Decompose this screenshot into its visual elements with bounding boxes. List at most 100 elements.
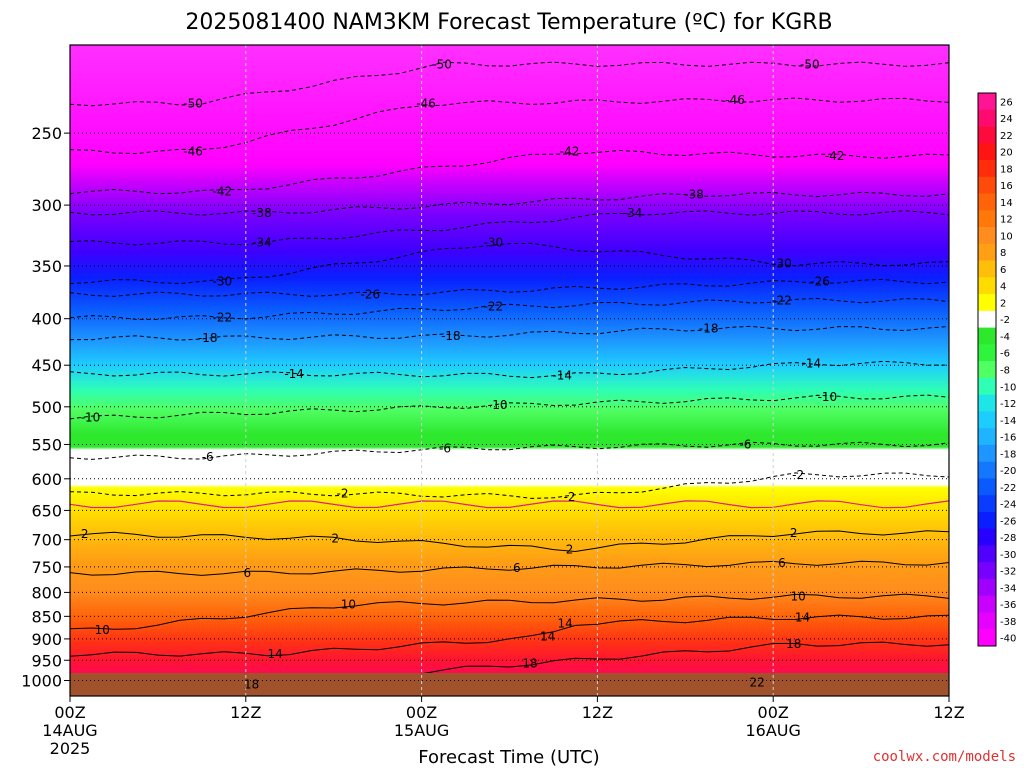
contour-label: 6: [243, 566, 251, 580]
contour-label: -34: [252, 236, 272, 250]
colorbar-swatch: [978, 495, 996, 513]
colorbar-label: 4: [1000, 282, 1006, 293]
contour-label: -38: [252, 206, 272, 220]
contour-label: -18: [441, 329, 461, 343]
colorbar-swatch: [978, 327, 996, 345]
colorbar-swatch: [978, 478, 996, 496]
freezing-level-line: [69, 500, 950, 509]
time-tick-label: 12Z: [582, 703, 613, 722]
colorbar-label: -18: [1000, 449, 1016, 460]
pressure-tick-label: 1000: [21, 672, 62, 691]
colorbar-swatch: [978, 361, 996, 379]
contour-label: -42: [825, 149, 845, 163]
contour-label: -10: [488, 398, 508, 412]
plot-area: -50 -50 -50 -46 -46 -46 -42 -42 -42 -38 -38 -34 -34 -…: [69, 44, 950, 697]
contour-label: -14: [284, 367, 304, 381]
colorbar-label: 14: [1000, 198, 1013, 209]
colorbar-swatch: [978, 126, 996, 144]
colorbar-label: -22: [1000, 483, 1016, 494]
contour-label: 10: [790, 589, 805, 603]
pressure-tick-label: 950: [31, 651, 62, 670]
colorbar-label: -14: [1000, 416, 1016, 427]
colorbar-label: 20: [1000, 148, 1013, 159]
colorbar-swatch: [978, 528, 996, 546]
contour-label: -50: [800, 57, 820, 71]
contour-label: 18: [244, 677, 259, 691]
colorbar-swatch: [978, 394, 996, 412]
colorbar-label: -2: [1000, 315, 1010, 326]
colorbar-swatch: [978, 612, 996, 630]
contour-label: -14: [801, 356, 821, 370]
colorbar-swatch: [978, 428, 996, 446]
time-tick-label: 00Z: [406, 703, 437, 722]
contour-line: [69, 149, 950, 195]
colorbar-swatch: [978, 511, 996, 529]
contour-label: 10: [95, 623, 110, 637]
colorbar-label: -36: [1000, 600, 1016, 611]
colorbar-swatch: [978, 93, 996, 111]
colorbar-label: -4: [1000, 332, 1010, 343]
contour-line: [69, 614, 950, 657]
contour-label: -2: [337, 487, 349, 501]
time-gridlines: [245, 45, 774, 696]
colorbar-frame: [977, 92, 997, 647]
contour-label: 10: [341, 598, 356, 612]
contour-label: -30: [484, 236, 504, 250]
contour-label: -6: [439, 442, 451, 456]
pressure-axis: 250 300 350 400 450 500 550 600 650 700 750 800 850 9…: [21, 124, 70, 691]
contour-label: 2: [790, 526, 798, 540]
contour-label: -22: [772, 294, 792, 308]
time-tick-label: 00Z: [758, 703, 789, 722]
pressure-tick-label: 350: [31, 257, 62, 276]
pressure-tick-label: 650: [31, 501, 62, 520]
contour-label: 2: [81, 527, 89, 541]
contour-line: [69, 325, 950, 341]
contour-label: -46: [416, 97, 436, 111]
contour-line: [69, 210, 950, 246]
colorbar-swatch: [978, 277, 996, 295]
contour-line: [69, 472, 950, 499]
contour-label: 14: [795, 610, 810, 624]
colorbar-label: 26: [1000, 97, 1013, 108]
contour-label: 22: [749, 675, 764, 689]
pressure-tick-label: 450: [31, 356, 62, 375]
contour-label: -46: [183, 145, 203, 159]
plot-frame: [69, 44, 950, 697]
contour-line: [69, 297, 950, 320]
contour-label: -2: [564, 490, 576, 504]
contour-line: [69, 441, 950, 460]
contour-line: [69, 242, 950, 285]
colorbar-swatch: [978, 160, 996, 178]
contour-label: -50: [183, 97, 203, 111]
contour-label: -46: [725, 93, 745, 107]
colorbar-swatch: [978, 260, 996, 278]
contour-line: [69, 278, 950, 297]
colorbar-swatch: [978, 629, 996, 647]
pressure-gridlines: [70, 132, 949, 682]
colorbar-swatch: [978, 109, 996, 127]
contour-label: 14: [540, 630, 555, 644]
temperature-colorbar: 26 24 22 20 18 16 14 12 10 8 6 4 2 -2 -4 -6 -8 -10 -12 -14 -…: [977, 92, 1016, 647]
contour-label: -30: [772, 257, 792, 271]
contour-label: -6: [739, 437, 751, 451]
colorbar-swatch: [978, 444, 996, 462]
colorbar-swatch: [978, 545, 996, 563]
terrain-below-surface: [70, 673, 949, 696]
time-tick-label: 12Z: [933, 703, 964, 722]
contour-label: -2: [792, 468, 804, 482]
contour-label: -26: [810, 274, 830, 288]
contour-lines: [69, 61, 950, 676]
contour-line: [69, 394, 950, 420]
colorbar-label: -20: [1000, 466, 1016, 477]
colorbar-swatch: [978, 377, 996, 395]
colorbar-swatch: [978, 595, 996, 613]
contour-label: -50: [432, 57, 452, 71]
pressure-tick-label: 400: [31, 310, 62, 329]
colorbar-label: 12: [1000, 215, 1013, 226]
contour-label: 6: [778, 556, 786, 570]
contour-label: -34: [623, 206, 643, 220]
pressure-tick-label: 550: [31, 435, 62, 454]
pressure-tick-label: 900: [31, 630, 62, 649]
